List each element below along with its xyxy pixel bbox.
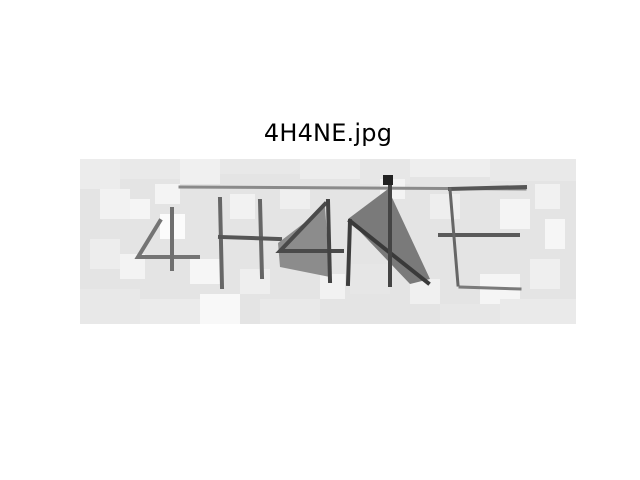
captcha-image — [80, 159, 576, 324]
captcha-strokes — [134, 175, 528, 291]
noise-pixels — [80, 159, 576, 324]
captcha-image-drawing — [80, 159, 576, 324]
figure-title: 4H4NE.jpg — [263, 119, 393, 147]
